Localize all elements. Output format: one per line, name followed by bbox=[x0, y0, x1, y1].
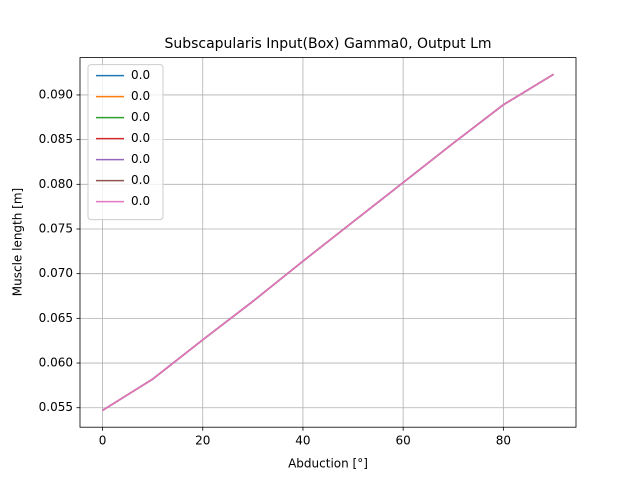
x-tick-label: 60 bbox=[396, 434, 411, 448]
legend-label: 0.0 bbox=[131, 110, 150, 124]
chart-title: Subscapularis Input(Box) Gamma0, Output … bbox=[164, 36, 491, 52]
plot-frame bbox=[79, 57, 577, 428]
y-axis-label: Muscle length [m] bbox=[11, 188, 25, 296]
x-axis-label: Abduction [°] bbox=[288, 457, 368, 471]
y-tick-label: 0.080 bbox=[39, 177, 73, 191]
legend-label: 0.0 bbox=[131, 131, 150, 145]
legend-box bbox=[87, 64, 164, 221]
legend-label: 0.0 bbox=[131, 194, 150, 208]
x-tick-label: 80 bbox=[496, 434, 511, 448]
line-series bbox=[102, 73, 554, 412]
y-tick-label: 0.055 bbox=[39, 400, 73, 414]
x-tick-label: 0 bbox=[99, 434, 107, 448]
legend-label: 0.0 bbox=[131, 173, 150, 187]
legend-label: 0.0 bbox=[131, 152, 150, 166]
y-tick-label: 0.065 bbox=[39, 311, 73, 325]
y-tick-label: 0.060 bbox=[39, 356, 73, 370]
legend-label: 0.0 bbox=[131, 68, 150, 82]
y-tick-label: 0.070 bbox=[39, 266, 73, 280]
legend-label: 0.0 bbox=[131, 89, 150, 103]
y-tick-label: 0.075 bbox=[39, 221, 73, 235]
x-tick-label: 40 bbox=[295, 434, 310, 448]
y-tick-label: 0.090 bbox=[39, 87, 73, 101]
y-tick-label: 0.085 bbox=[39, 132, 73, 146]
x-tick-label: 20 bbox=[195, 434, 210, 448]
